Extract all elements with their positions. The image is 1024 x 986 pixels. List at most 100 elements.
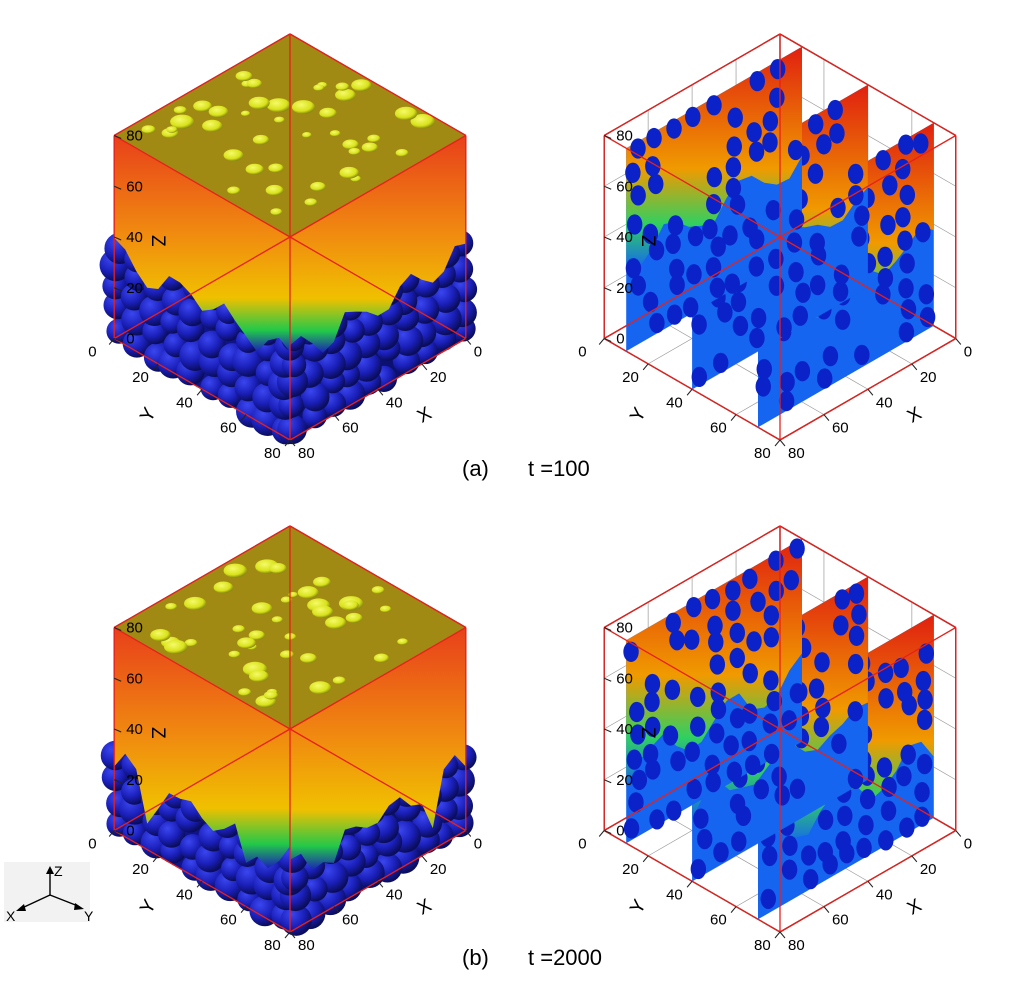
panel-a-volume-y-tick bbox=[108, 338, 115, 345]
panel-b-volume-y-tick-label: 40 bbox=[176, 886, 193, 903]
panel-a-slice-x-tick bbox=[955, 338, 962, 345]
panel-b-bubble bbox=[345, 612, 363, 623]
panel-a-bubble bbox=[235, 71, 253, 82]
panel-a-slice-obstacle bbox=[705, 257, 722, 278]
panel-a-slice-y-axis-title: Y bbox=[626, 404, 651, 426]
panel-a-slice-obstacle bbox=[685, 106, 701, 128]
panel-a-volume-x-tick bbox=[377, 388, 384, 396]
panel-b-volume-y-tick bbox=[196, 880, 203, 888]
panel-b-bubble bbox=[297, 586, 319, 599]
panel-a-slice-z-tick bbox=[604, 185, 612, 190]
panel-b-slice-x-tick-label: 0 bbox=[964, 836, 972, 853]
panel-a-volume-domain-box bbox=[113, 33, 467, 441]
panel-a-slice-obstacle bbox=[625, 258, 642, 279]
panel-b-slice-obstacle bbox=[893, 657, 909, 679]
panel-a-slice-obstacle bbox=[880, 214, 896, 236]
panel-b-slice-obstacle bbox=[808, 678, 825, 699]
panel-a-slice-obstacle bbox=[809, 274, 826, 296]
panel-a-bubble bbox=[291, 100, 315, 114]
panel-b-bubble bbox=[213, 581, 234, 594]
panel-a-slice-z-tick bbox=[604, 135, 612, 139]
panel-a-slice-obstacle bbox=[899, 184, 916, 206]
panel-a-bubble bbox=[252, 134, 270, 145]
panel-a-volume-x-tick-label: 0 bbox=[474, 344, 482, 361]
panel-b-bubble bbox=[313, 576, 331, 588]
panel-b-volume-y-tick-label: 20 bbox=[132, 861, 149, 878]
panel-a-slice-domain-edge bbox=[603, 236, 781, 340]
panel-a: 0 20 40 60 80 Z 0 20 40 60 80 X 0 20 40 60 80 Y 0 20 40 60 80 Z… bbox=[88, 33, 972, 462]
panel-a-slice-obstacle bbox=[833, 264, 850, 285]
panel-a-slice-y-tick bbox=[730, 414, 737, 421]
panel-b: 0 20 40 60 80 Z 0 20 40 60 80 X 0 20 40 60 80 Y 0 20 40 60 80 Z… bbox=[88, 525, 972, 954]
panel-b-volume-x-tick-label: 0 bbox=[474, 836, 482, 853]
panel-b-bubble bbox=[325, 616, 347, 630]
panel-a-slice-plot: 0 20 40 60 80 Z 0 20 40 60 80 X 0 20 40 60 80 Y bbox=[578, 33, 972, 462]
panel-a-slice-obstacle bbox=[918, 284, 935, 305]
panel-a-slice-domain-edge bbox=[779, 236, 957, 340]
panel-b-slice-obstacle bbox=[631, 769, 648, 791]
panel-b-volume-x-tick-label: 20 bbox=[430, 861, 447, 878]
panel-a-slice-obstacle bbox=[749, 327, 765, 349]
panel-a-slice-obstacle bbox=[646, 127, 662, 149]
panel-a-bubble bbox=[266, 98, 291, 113]
panel-b-volume-z-tick bbox=[114, 830, 122, 834]
panel-b-bubble bbox=[165, 602, 178, 610]
panel-b-bubble bbox=[342, 600, 359, 611]
panel-b-volume-y-tick bbox=[108, 830, 115, 837]
panel-b-slice-obstacle bbox=[630, 724, 646, 745]
panel-b-slice-obstacle bbox=[665, 612, 681, 633]
panel-b-slice-obstacle bbox=[731, 831, 747, 852]
panel-a-slice-obstacle bbox=[725, 177, 742, 199]
panel-b-slice-x-tick bbox=[955, 830, 962, 837]
panel-a-bubble bbox=[223, 149, 244, 162]
panel-b-slice-obstacle bbox=[815, 697, 831, 719]
panel-a-slice-obstacle bbox=[686, 264, 702, 285]
panel-b-bubble bbox=[150, 628, 171, 642]
panel-a-slice-obstacle bbox=[897, 230, 913, 251]
panel-b-slice-obstacle bbox=[684, 741, 700, 762]
panel-a-slice-y-tick-label: 80 bbox=[754, 445, 771, 462]
panel-b-bubble bbox=[373, 653, 389, 663]
panel-b-slice-obstacle bbox=[789, 778, 806, 799]
panel-a-slice-obstacle bbox=[691, 314, 707, 335]
panel-a-slice-obstacle bbox=[742, 217, 758, 238]
panel-b-bubble bbox=[379, 605, 392, 613]
panel-b-slice-obstacle bbox=[763, 670, 779, 691]
panel-b-bubble bbox=[371, 586, 385, 594]
panel-b-slice-obstacle bbox=[705, 771, 721, 793]
panel-a-slice-y-tick bbox=[774, 439, 781, 447]
panel-b-bubble bbox=[300, 653, 317, 664]
panel-a-volume-x-axis-title: X bbox=[414, 403, 436, 428]
panel-a-sphere bbox=[197, 330, 226, 359]
panel-b-bubble bbox=[280, 596, 292, 604]
panel-a-slice-obstacle bbox=[794, 361, 811, 382]
panel-b-slice-z-tick bbox=[604, 677, 612, 682]
panel-a-slice-obstacle bbox=[756, 359, 772, 380]
panel-a-slice-z-tick bbox=[604, 287, 612, 292]
panel-b-slice-obstacle bbox=[729, 793, 746, 815]
panel-a-slice-z-tick-label: 20 bbox=[616, 280, 633, 297]
panel-a-bubble bbox=[170, 114, 194, 129]
panel-a-volume-z-tick bbox=[114, 287, 122, 292]
panel-a-slice-obstacle bbox=[915, 222, 931, 243]
panel-b-slice-obstacle bbox=[848, 625, 865, 646]
panel-a-slice-obstacle bbox=[900, 299, 917, 320]
panel-a-slice-obstacle bbox=[709, 277, 726, 298]
panel-a-volume-x-tick bbox=[333, 414, 340, 421]
panel-b-volume-x-tick-label: 40 bbox=[386, 886, 403, 903]
triad-background bbox=[4, 862, 90, 922]
panel-a-volume-x-tick bbox=[465, 338, 472, 345]
orientation-triad: Z X Y bbox=[4, 862, 94, 924]
panel-b-bubble bbox=[238, 688, 252, 696]
panel-b-slice-obstacle bbox=[835, 831, 851, 852]
panel-a-slice-z-tick bbox=[604, 338, 612, 342]
triad-y-label: Y bbox=[84, 908, 94, 924]
panel-b-slice-domain-edge bbox=[779, 525, 957, 629]
panel-b-slice-y-tick-label: 60 bbox=[710, 912, 727, 929]
panel-a-slice-z-tick-label: 0 bbox=[616, 331, 624, 348]
panel-a-sphere bbox=[300, 382, 330, 412]
triad-x-label: X bbox=[6, 908, 16, 924]
panel-a-slice-x-tick-label: 20 bbox=[920, 369, 937, 386]
panel-a-slice-obstacle bbox=[768, 275, 785, 296]
panel-b-bubble bbox=[271, 616, 283, 623]
